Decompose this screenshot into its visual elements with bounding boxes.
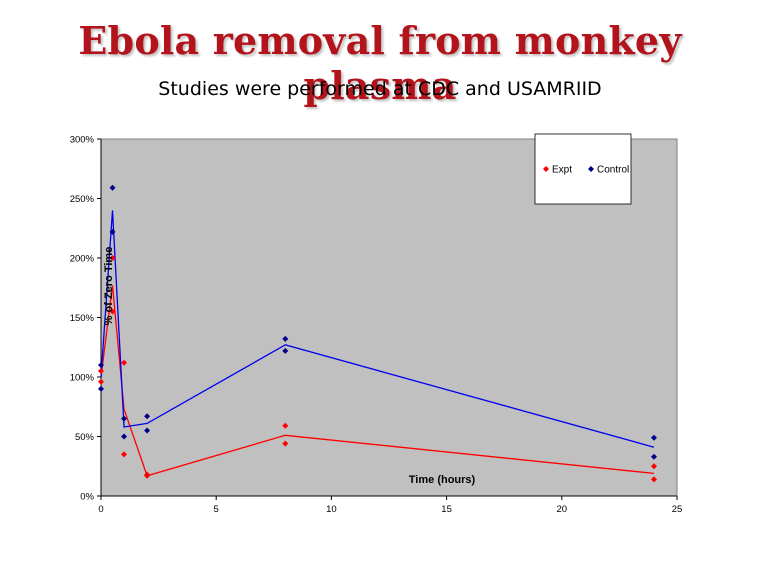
data-point-control <box>650 434 657 441</box>
x-tick-label: 15 <box>441 504 452 515</box>
data-point-control <box>144 413 151 420</box>
trend-line-control <box>100 210 655 448</box>
data-point-expt <box>109 308 116 315</box>
y-tick-label: 50% <box>75 432 95 443</box>
legend-label-control: Control <box>597 165 629 176</box>
y-tick-label: 250% <box>70 194 95 205</box>
data-point-control <box>98 385 104 392</box>
trend-lines <box>100 210 655 477</box>
y-axis-title: % of Zero Time <box>103 247 115 326</box>
data-point-control <box>98 362 104 369</box>
y-tick-label: 100% <box>70 373 95 384</box>
legend: Expt Control <box>534 133 632 205</box>
data-point-control <box>121 415 128 422</box>
data-point-expt <box>98 378 104 385</box>
x-tick-label: 10 <box>326 504 337 515</box>
y-tick-label: 0% <box>80 492 94 503</box>
data-points <box>98 184 657 483</box>
data-point-expt <box>650 463 657 470</box>
x-tick-label: 25 <box>672 504 683 515</box>
data-point-control <box>121 433 128 440</box>
x-tick-label: 5 <box>214 504 219 515</box>
data-point-control <box>282 347 289 354</box>
slide-title: Ebola removal from monkey plasma <box>78 18 682 108</box>
data-point-control <box>109 184 116 191</box>
y-tick-label: 200% <box>70 254 95 265</box>
x-tick-label: 20 <box>557 504 568 515</box>
data-point-control <box>144 427 151 434</box>
legend-marker-expt <box>543 166 549 172</box>
legend-label-expt: Expt <box>552 165 572 176</box>
data-point-expt <box>98 368 104 375</box>
data-point-expt <box>121 359 128 366</box>
data-point-expt <box>144 472 151 479</box>
data-point-control <box>282 335 289 342</box>
data-point-control <box>109 228 116 235</box>
data-point-expt <box>121 451 128 458</box>
y-tick-label: 300% <box>70 135 95 146</box>
data-point-expt <box>109 255 116 261</box>
y-tick-label: 150% <box>70 313 95 324</box>
x-axis-title: Time (hours) <box>409 474 476 486</box>
data-point-expt <box>282 440 289 447</box>
data-point-expt <box>650 476 657 483</box>
trend-line-expt <box>100 285 655 477</box>
slide-subtitle: Studies were performed at CDC and USAMRI… <box>158 78 602 100</box>
data-point-expt <box>282 422 289 429</box>
legend-box <box>534 133 632 205</box>
axes: 0% 50% 100% 150% 200% 250% 300% 0 5 10 15 20 25 <box>70 135 683 516</box>
data-point-control <box>650 453 657 460</box>
legend-marker-control <box>588 166 594 172</box>
x-tick-label: 0 <box>98 504 103 515</box>
